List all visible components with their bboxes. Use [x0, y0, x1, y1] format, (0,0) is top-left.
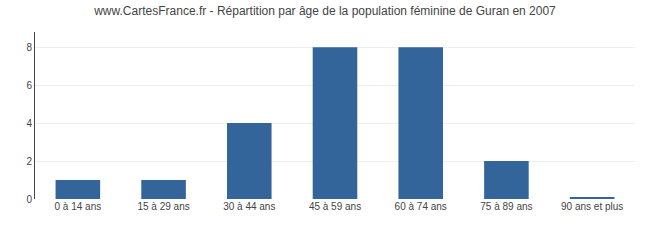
svg-text:www.CartesFrance.fr - Répartit: www.CartesFrance.fr - Répartition par âg… — [93, 4, 556, 18]
svg-text:75 à 89 ans: 75 à 89 ans — [480, 201, 532, 212]
svg-text:8: 8 — [26, 42, 32, 53]
svg-text:4: 4 — [26, 118, 32, 129]
svg-text:30 à 44 ans: 30 à 44 ans — [223, 201, 275, 212]
svg-text:6: 6 — [26, 80, 32, 91]
svg-text:60 à 74 ans: 60 à 74 ans — [395, 201, 447, 212]
svg-text:90 ans et plus: 90 ans et plus — [561, 201, 623, 212]
svg-text:0 à 14 ans: 0 à 14 ans — [55, 201, 102, 212]
svg-text:15 à 29 ans: 15 à 29 ans — [137, 201, 189, 212]
svg-text:2: 2 — [26, 156, 32, 167]
svg-text:45 à 59 ans: 45 à 59 ans — [309, 201, 361, 212]
svg-text:0: 0 — [26, 194, 32, 205]
